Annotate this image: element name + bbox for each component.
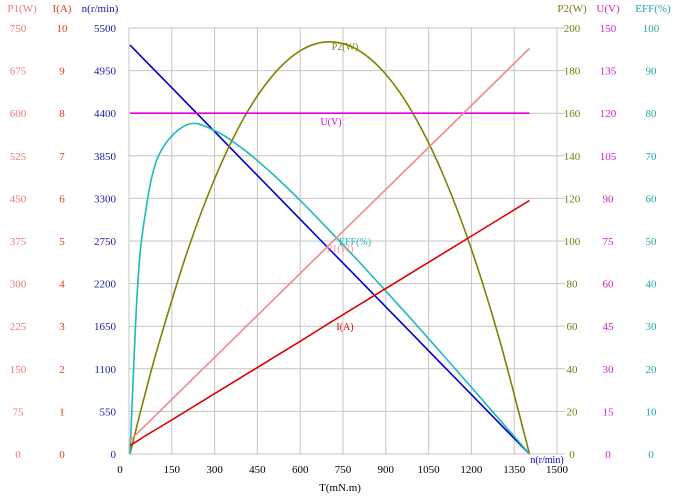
y-tick-label-p1: 375 [10, 236, 27, 248]
y-tick-label-eff: 100 [643, 23, 660, 35]
x-tick-label: 900 [378, 464, 395, 476]
curve-label-eff: EFF(%) [339, 237, 371, 248]
series-line-p1 [129, 47, 531, 441]
y-tick-label-p2: 80 [567, 279, 579, 291]
y-tick-label-n: 3300 [94, 193, 117, 205]
y-tick-label-eff: 20 [646, 364, 658, 376]
y-tick-label-i: 6 [59, 193, 65, 205]
y-tick-label-p1: 600 [10, 108, 27, 120]
series-line-n [129, 44, 531, 455]
y-tick-label-u: 90 [603, 193, 615, 205]
y-tick-label-n: 1100 [94, 364, 116, 376]
y-tick-label-n: 2200 [94, 279, 117, 291]
x-tick-label: 450 [249, 464, 266, 476]
series-line-p2 [129, 40, 531, 455]
y-tick-label-u: 0 [605, 449, 611, 461]
curve-label-p2: P2(W) [332, 42, 359, 53]
curve-label-i: I(A) [336, 322, 353, 333]
y-tick-label-i: 0 [59, 449, 65, 461]
y-tick-label-p2: 60 [567, 321, 579, 333]
axis-title-eff: EFF(%) [635, 3, 671, 15]
y-tick-label-p2: 180 [564, 66, 581, 78]
y-tick-label-p2: 40 [567, 364, 579, 376]
y-tick-label-p1: 450 [10, 193, 27, 205]
x-tick-label: 150 [164, 464, 181, 476]
y-tick-label-u: 75 [603, 236, 615, 248]
y-tick-label-u: 120 [600, 108, 617, 120]
y-tick-label-n: 550 [100, 406, 117, 418]
y-tick-label-i: 8 [59, 108, 65, 120]
y-tick-label-p2: 100 [564, 236, 581, 248]
y-tick-label-u: 135 [600, 66, 617, 78]
y-tick-label-eff: 70 [646, 151, 658, 163]
y-tick-label-p1: 150 [10, 364, 27, 376]
axis-title-p1: P1(W) [7, 3, 37, 15]
x-tick-label: 300 [206, 464, 223, 476]
y-tick-label-u: 105 [600, 151, 617, 163]
y-tick-label-eff: 0 [648, 449, 654, 461]
y-tick-label-i: 5 [59, 236, 65, 248]
y-tick-label-p1: 675 [10, 66, 27, 78]
y-tick-label-n: 2750 [94, 236, 117, 248]
y-tick-label-n: 4400 [94, 108, 117, 120]
x-tick-label: 1500 [546, 464, 569, 476]
curve-label-n: n(r/min) [530, 455, 563, 466]
y-tick-label-eff: 30 [646, 321, 658, 333]
y-tick-label-eff: 40 [646, 279, 658, 291]
y-tick-label-p2: 0 [569, 449, 575, 461]
x-tick-label: 600 [292, 464, 309, 476]
y-tick-label-p2: 20 [567, 406, 579, 418]
y-tick-label-eff: 50 [646, 236, 658, 248]
y-tick-label-n: 0 [111, 449, 117, 461]
y-tick-label-p1: 750 [10, 23, 27, 35]
y-tick-label-i: 10 [57, 23, 69, 35]
axis-title-n: n(r/min) [82, 3, 119, 15]
y-tick-label-i: 4 [59, 279, 65, 291]
y-tick-label-u: 30 [603, 364, 615, 376]
y-tick-label-i: 1 [59, 406, 65, 418]
y-tick-label-i: 9 [59, 66, 65, 78]
x-axis-label: T(mN.m) [319, 482, 361, 494]
y-tick-label-p1: 0 [15, 449, 21, 461]
axes: 0 150 300 450 600 750 900 1050 1200 1350 1500P1(W)… [7, 3, 671, 476]
y-tick-label-p1: 300 [10, 279, 27, 291]
y-tick-label-p2: 140 [564, 151, 581, 163]
y-tick-label-i: 2 [59, 364, 65, 376]
y-tick-label-n: 4950 [94, 66, 117, 78]
x-tick-label: 1050 [418, 464, 441, 476]
curve-label-p1: P1(W) [327, 244, 354, 255]
y-tick-label-p2: 160 [564, 108, 581, 120]
y-tick-label-i: 7 [59, 151, 65, 163]
axis-title-u: U(V) [596, 3, 620, 15]
y-tick-label-p1: 225 [10, 321, 27, 333]
y-tick-label-p2: 200 [564, 23, 581, 35]
curve-label-u: U(V) [320, 117, 341, 128]
y-tick-label-eff: 10 [646, 406, 658, 418]
x-tick-label: 0 [117, 464, 123, 476]
x-tick-label: 1350 [503, 464, 526, 476]
y-tick-label-u: 45 [603, 321, 615, 333]
y-tick-label-u: 60 [603, 279, 615, 291]
y-tick-label-n: 5500 [94, 23, 117, 35]
y-tick-label-n: 1650 [94, 321, 117, 333]
y-tick-label-u: 150 [600, 23, 617, 35]
y-tick-label-p1: 525 [10, 151, 27, 163]
y-tick-label-eff: 90 [646, 66, 658, 78]
y-tick-label-p1: 75 [13, 406, 25, 418]
series-line-i [129, 199, 530, 447]
series-lines [129, 40, 531, 455]
series-line-eff [129, 122, 531, 455]
y-tick-label-u: 15 [603, 406, 615, 418]
y-tick-label-eff: 60 [646, 193, 658, 205]
x-tick-label: 1200 [460, 464, 483, 476]
y-tick-label-eff: 80 [646, 108, 658, 120]
axis-title-i: I(A) [53, 3, 72, 15]
y-tick-label-i: 3 [59, 321, 65, 333]
y-tick-label-p2: 120 [564, 193, 581, 205]
axis-title-p2: P2(W) [557, 3, 587, 15]
y-tick-label-n: 3850 [94, 151, 117, 163]
x-tick-label: 750 [335, 464, 352, 476]
curve-labels: n(r/min) P2(W) U(V) EFF(%)P1(W) I(A) [320, 42, 563, 466]
